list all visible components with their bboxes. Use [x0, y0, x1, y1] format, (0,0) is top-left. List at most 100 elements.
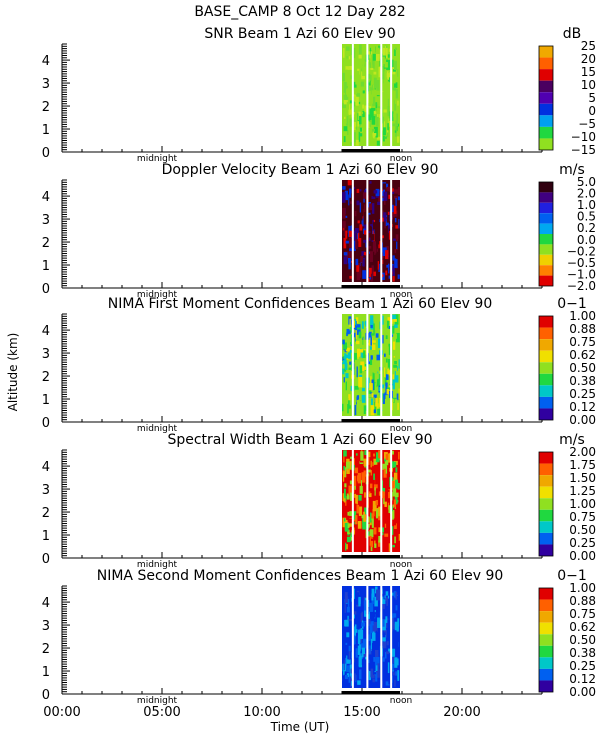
heatmap-cell	[378, 263, 380, 272]
heatmap-cell	[346, 69, 348, 80]
colorbar-swatch	[539, 244, 553, 255]
heatmap-cell	[359, 349, 364, 353]
heatmap-cell	[375, 102, 378, 112]
heatmap-cell	[371, 116, 376, 125]
heatmap-cell	[347, 592, 349, 597]
colorbar-label: 5	[588, 91, 596, 105]
heatmap-cell	[391, 595, 393, 604]
colorbar-unit-label: 0−1	[557, 568, 587, 584]
heatmap-cell	[387, 106, 390, 117]
heatmap-cell	[372, 481, 375, 486]
heatmap-cell	[370, 355, 373, 360]
heatmap-cell	[382, 56, 385, 67]
heatmap-cell	[362, 518, 367, 530]
heatmap-cell	[388, 648, 392, 653]
heatmap-cell	[387, 620, 389, 629]
heatmap-cell	[386, 232, 389, 242]
heatmap-cell	[348, 237, 353, 248]
heatmap-data	[342, 180, 400, 288]
heatmap-cell	[378, 397, 381, 408]
heatmap-cell	[365, 241, 367, 248]
panel-title: Doppler Velocity Beam 1 Azi 60 Elev 90	[162, 162, 439, 178]
heatmap-cell	[397, 632, 400, 638]
heatmap-cell	[364, 366, 367, 370]
heatmap-cell	[376, 339, 378, 349]
heatmap-cell	[373, 672, 377, 675]
heatmap-cell	[390, 618, 394, 622]
heatmap-cell	[373, 96, 376, 106]
heatmap-cell	[395, 605, 398, 611]
heatmap-cell	[376, 589, 381, 601]
heatmap-cell	[346, 469, 350, 474]
heatmap-cell	[357, 521, 362, 529]
heatmap-cell	[348, 645, 351, 652]
heatmap-cell	[342, 72, 346, 82]
x-tick-label: 05:00	[143, 705, 180, 720]
heatmap-cell	[344, 353, 347, 362]
panel-1: SNR Beam 1 Azi 60 Elev 90 dB 0 1 2 3 4 midnight…	[42, 26, 596, 164]
heatmap-cell	[370, 54, 373, 61]
heatmap-cell	[349, 318, 351, 328]
heatmap-cell	[370, 405, 375, 416]
heatmap-cell	[377, 408, 381, 416]
heatmap-cell	[367, 90, 371, 99]
heatmap-cell	[381, 335, 384, 344]
heatmap-cell	[349, 540, 353, 552]
heatmap-cell	[396, 213, 400, 221]
heatmap-cell	[355, 651, 358, 658]
heatmap-cell	[397, 482, 400, 490]
colorbar-swatch	[539, 611, 553, 623]
heatmap-cell	[373, 527, 377, 535]
colorbar-swatch	[539, 498, 553, 510]
panel-title: NIMA Second Moment Confidences Beam 1 Az…	[97, 568, 504, 584]
colorbar-swatch	[539, 254, 553, 266]
heatmap-cell	[342, 493, 344, 501]
heatmap-cell	[344, 483, 347, 488]
heatmap-cell	[348, 129, 351, 139]
y-tick-label: 3	[42, 347, 50, 362]
heatmap-cell	[359, 365, 363, 374]
heatmap-cell	[362, 498, 367, 507]
heatmap-cell	[394, 640, 399, 650]
heatmap-cell	[353, 611, 357, 615]
heatmap-cell	[357, 472, 362, 484]
heatmap-cell	[386, 47, 388, 58]
colorbar-swatch	[539, 362, 553, 374]
heatmap-cell	[385, 489, 390, 492]
heatmap-cell	[372, 679, 375, 683]
heatmap-cell	[347, 180, 351, 186]
heatmap-cell	[346, 230, 349, 235]
heatmap-cell	[391, 459, 395, 468]
heatmap-cell	[347, 330, 351, 334]
colorbar-swatch	[539, 599, 553, 612]
heatmap-cell	[382, 498, 384, 502]
heatmap-cell	[363, 337, 365, 347]
heatmap-cell	[342, 471, 346, 482]
heatmap-cell	[397, 123, 399, 127]
heatmap-cell	[353, 363, 357, 369]
heatmap-cell	[396, 113, 398, 121]
heatmap-cell	[357, 535, 362, 538]
heatmap-cell	[376, 116, 379, 127]
heatmap-cell	[370, 640, 372, 651]
colorbar-label: 15	[581, 65, 596, 79]
heatmap-cell	[355, 453, 358, 456]
heatmap-cell	[395, 197, 397, 206]
heatmap-cell	[367, 353, 369, 363]
heatmap-cell	[370, 512, 372, 523]
heatmap-cell	[356, 200, 360, 206]
heatmap-cell	[383, 269, 386, 272]
heatmap-cell	[387, 98, 389, 107]
heatmap-cell	[356, 618, 358, 630]
heatmap-cell	[348, 203, 353, 210]
heatmap-cell	[393, 591, 397, 598]
heatmap-cell	[386, 387, 391, 390]
heatmap-cell	[392, 123, 396, 127]
heatmap-cell	[346, 655, 348, 664]
heatmap-cell	[391, 88, 395, 95]
heatmap-cell	[359, 202, 362, 213]
heatmap-cell	[375, 656, 380, 667]
heatmap-cell	[392, 341, 396, 350]
heatmap-cell	[393, 333, 397, 339]
heatmap-cell	[361, 186, 363, 194]
